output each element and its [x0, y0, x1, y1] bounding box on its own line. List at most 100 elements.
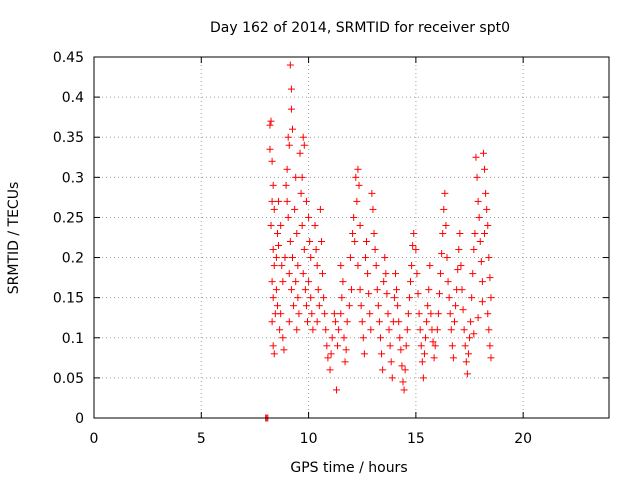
data-point	[267, 221, 275, 229]
data-point	[369, 205, 377, 213]
data-point	[485, 326, 493, 334]
data-point	[279, 278, 287, 286]
data-point	[320, 294, 328, 302]
data-point	[464, 350, 472, 358]
data-point	[487, 294, 495, 302]
data-point	[363, 238, 371, 246]
y-tick-label: 0.45	[53, 50, 84, 66]
data-point	[484, 310, 492, 318]
y-tick-label: 0.35	[53, 130, 84, 146]
data-point	[383, 290, 391, 298]
data-point	[474, 314, 482, 322]
data-point	[467, 318, 475, 326]
y-tick-label: 0.3	[62, 170, 84, 186]
data-point	[478, 278, 486, 286]
data-point	[385, 326, 393, 334]
data-point	[463, 370, 471, 378]
data-point	[394, 302, 402, 310]
y-tick-label: 0.4	[62, 90, 84, 106]
data-point	[323, 342, 331, 350]
data-point	[441, 189, 449, 197]
data-point	[360, 350, 368, 358]
data-point	[269, 342, 277, 350]
data-point	[386, 342, 394, 350]
data-point	[447, 326, 455, 334]
data-point	[419, 374, 427, 382]
data-point	[306, 238, 314, 246]
y-tick-label: 0	[75, 411, 84, 427]
data-point	[416, 326, 424, 334]
data-point	[268, 157, 276, 165]
data-point	[487, 354, 495, 362]
data-point	[315, 302, 323, 310]
x-tick-label: 0	[90, 431, 99, 447]
data-point	[285, 141, 293, 149]
data-point	[300, 141, 308, 149]
data-point	[412, 246, 420, 254]
data-point	[461, 342, 469, 350]
data-point	[427, 310, 435, 318]
data-point	[268, 278, 276, 286]
data-point	[356, 221, 364, 229]
data-point	[298, 173, 306, 181]
data-point	[286, 61, 294, 69]
data-point	[352, 173, 360, 181]
data-point	[275, 197, 283, 205]
data-point	[272, 286, 280, 294]
data-point	[472, 153, 480, 161]
data-point	[370, 229, 378, 237]
data-point	[414, 290, 422, 298]
data-point	[438, 250, 446, 258]
data-point	[283, 165, 291, 173]
data-point	[284, 133, 292, 141]
x-tick-label: 20	[514, 431, 532, 447]
data-point	[440, 205, 448, 213]
data-point	[429, 338, 437, 346]
data-point	[373, 286, 381, 294]
data-point	[324, 354, 332, 362]
data-point	[368, 189, 376, 197]
data-point	[486, 342, 494, 350]
data-point	[454, 266, 462, 274]
data-point	[396, 334, 404, 342]
data-point	[268, 318, 276, 326]
data-point	[269, 181, 277, 189]
data-point	[343, 318, 351, 326]
data-point	[269, 294, 277, 302]
data-point	[481, 229, 489, 237]
data-point	[413, 270, 421, 278]
data-point	[299, 270, 307, 278]
data-point	[354, 165, 362, 173]
data-point	[307, 294, 315, 302]
data-point	[337, 262, 345, 270]
data-point	[456, 229, 464, 237]
data-point	[353, 197, 361, 205]
data-point	[457, 262, 465, 270]
data-point	[295, 310, 303, 318]
data-point	[459, 306, 467, 314]
data-point	[330, 310, 338, 318]
data-point	[408, 262, 416, 270]
data-point	[285, 270, 293, 278]
y-tick-label: 0.15	[53, 291, 84, 307]
grid-layer	[94, 57, 609, 418]
data-point	[270, 262, 278, 270]
data-point	[297, 189, 305, 197]
data-point	[308, 310, 316, 318]
data-point	[355, 181, 363, 189]
data-point	[313, 262, 321, 270]
data-point	[319, 270, 327, 278]
data-point	[379, 366, 387, 374]
data-point	[316, 205, 324, 213]
data-point	[266, 121, 274, 129]
data-point	[331, 318, 339, 326]
data-point	[458, 286, 466, 294]
data-point	[395, 318, 403, 326]
data-point	[286, 238, 294, 246]
data-point	[470, 330, 478, 338]
data-point	[276, 326, 284, 334]
data-point	[345, 302, 353, 310]
data-point	[378, 350, 386, 358]
data-point	[339, 278, 347, 286]
data-point	[292, 173, 300, 181]
